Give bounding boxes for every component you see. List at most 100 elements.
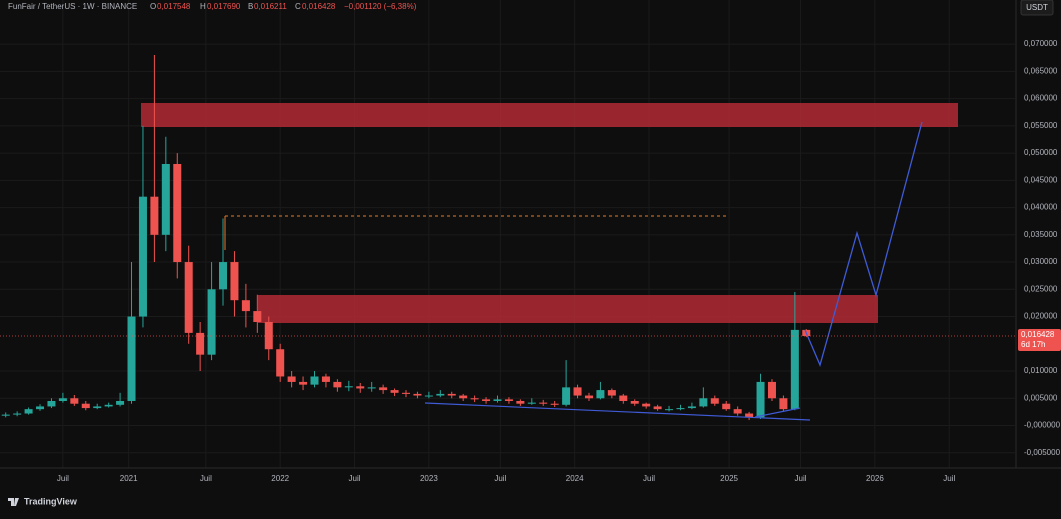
- candle-body: [779, 398, 788, 410]
- y-tick-label: 0,070000: [1024, 39, 1058, 48]
- ohlc-value: 0,017690: [207, 2, 241, 11]
- candle-body: [413, 393, 422, 396]
- candle-body: [253, 311, 262, 322]
- candle-body: [379, 387, 388, 391]
- last-price-box: [1018, 329, 1061, 352]
- candle-body: [219, 262, 228, 290]
- candle-body: [790, 329, 799, 410]
- candle-body: [436, 393, 445, 396]
- currency[interactable]: USDT: [1026, 3, 1048, 12]
- candle-body: [504, 399, 513, 401]
- candle-body: [184, 262, 193, 333]
- y-tick-label: 0,050000: [1024, 148, 1058, 157]
- candle-body: [630, 400, 639, 404]
- resistance-zone: [141, 103, 958, 127]
- countdown: 6d 17h: [1021, 340, 1045, 349]
- candle-body: [367, 387, 376, 389]
- last-price-label: 0,016428: [1021, 330, 1055, 339]
- candle-body: [470, 398, 479, 400]
- candle-body: [401, 392, 411, 394]
- y-tick-label: 0,065000: [1024, 66, 1058, 75]
- candle-body: [653, 406, 662, 410]
- candle-body: [36, 406, 45, 410]
- candle-body: [116, 400, 125, 405]
- candle-body: [310, 376, 319, 385]
- y-tick-label: 0,060000: [1024, 94, 1058, 103]
- candle-body: [745, 413, 754, 418]
- y-tick-label: 0,045000: [1024, 175, 1058, 184]
- ohlc-label: H: [200, 2, 206, 11]
- candle-body: [390, 390, 399, 393]
- y-tick-label: 0,025000: [1024, 284, 1058, 293]
- candle-body: [1, 414, 10, 416]
- candle-body: [138, 196, 147, 317]
- candle-body: [173, 163, 182, 263]
- y-tick-label: 0,030000: [1024, 257, 1058, 266]
- candle-body: [619, 395, 628, 401]
- y-tick-label: 0,035000: [1024, 230, 1058, 239]
- y-tick-label: 0,040000: [1024, 203, 1058, 212]
- candle-body: [264, 321, 273, 350]
- candle-body: [13, 413, 22, 415]
- candle-body: [562, 387, 571, 405]
- x-tick-label: Juil: [57, 474, 69, 483]
- candle-body: [550, 403, 559, 405]
- ohlc-value: 0,016211: [254, 2, 287, 11]
- x-tick-label: Juil: [349, 474, 361, 483]
- candle-body: [196, 332, 205, 355]
- candle-body: [596, 390, 605, 399]
- trend-line: [754, 407, 801, 418]
- candle-body: [516, 400, 525, 404]
- candle-body: [447, 393, 456, 396]
- ohlc-label: O: [150, 2, 156, 11]
- change: −0,001120 (−6,38%): [344, 2, 417, 11]
- candle-body: [767, 381, 776, 399]
- candle-body: [230, 262, 239, 301]
- y-tick-label: 0,010000: [1024, 366, 1058, 375]
- candle-body: [333, 381, 342, 388]
- candle-body: [722, 403, 731, 410]
- candle-body: [482, 399, 491, 401]
- candle-body: [344, 386, 353, 388]
- ohlc-value: 0,016428: [302, 2, 336, 11]
- candle-body: [527, 402, 536, 404]
- brand: TradingView: [24, 496, 78, 506]
- resistance-zone: [258, 295, 878, 323]
- candle-body: [127, 316, 136, 401]
- ohlc-label: B: [248, 2, 253, 11]
- x-tick-label: 2025: [720, 474, 738, 483]
- y-tick-label: 0,055000: [1024, 121, 1058, 130]
- candle-body: [70, 398, 79, 404]
- axes: -0,005000 -0,000000 0,005000 0,010000 0,0200…: [57, 39, 1061, 483]
- x-tick-label: Juil: [200, 474, 212, 483]
- x-tick-label: 2023: [420, 474, 438, 483]
- candle-body: [241, 300, 250, 312]
- candle-body: [493, 399, 502, 401]
- candle-body: [81, 403, 90, 409]
- ohlc-label: C: [295, 2, 301, 11]
- candle-body: [710, 398, 719, 404]
- candle-body: [104, 404, 113, 407]
- candle-body: [424, 395, 433, 397]
- y-tick-label: 0,020000: [1024, 312, 1058, 321]
- candle-body: [687, 406, 696, 409]
- y-tick-label: -0,005000: [1024, 448, 1061, 457]
- y-tick-label: -0,000000: [1024, 421, 1061, 430]
- candle-body: [276, 349, 285, 377]
- symbol: FunFair / TetherUS · 1W · BINANCE: [8, 2, 137, 11]
- candle-body: [207, 289, 216, 355]
- candle-body: [161, 163, 170, 235]
- candle-body: [321, 376, 330, 382]
- candle-body: [756, 381, 765, 418]
- x-tick-label: Juil: [643, 474, 655, 483]
- currency-button[interactable]: [1020, 0, 1054, 16]
- candle-body: [459, 395, 468, 399]
- x-tick-label: Juil: [943, 474, 955, 483]
- brand-logo: [8, 498, 19, 506]
- candle-body: [573, 387, 582, 396]
- candle-body: [47, 400, 56, 407]
- candle-body: [58, 398, 67, 401]
